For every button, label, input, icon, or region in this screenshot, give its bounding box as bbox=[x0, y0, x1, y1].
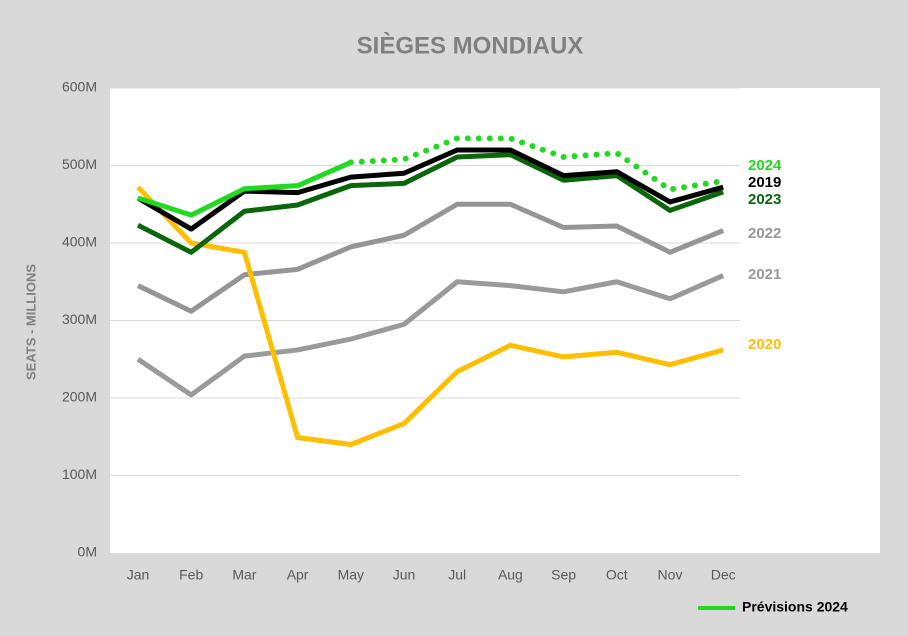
x-tick-label: Apr bbox=[287, 567, 309, 583]
y-tick-label: 400M bbox=[62, 234, 97, 250]
series-line bbox=[347, 135, 727, 193]
x-tick-label: Feb bbox=[179, 567, 203, 583]
x-tick-label: Jun bbox=[393, 567, 416, 583]
y-tick-label: 200M bbox=[62, 389, 97, 405]
series-end-label: 2024 bbox=[748, 157, 782, 174]
series-line bbox=[136, 201, 725, 314]
y-tick-label: 300M bbox=[62, 311, 97, 327]
x-tick-label: Jul bbox=[448, 567, 466, 583]
series-end-label: 2020 bbox=[748, 336, 781, 353]
x-tick-label: Mar bbox=[232, 567, 256, 583]
series-line bbox=[136, 185, 724, 447]
x-tick-label: Oct bbox=[606, 567, 628, 583]
y-tick-label: 0M bbox=[78, 544, 97, 560]
series-end-label: 2019 bbox=[748, 174, 781, 191]
x-tick-label: Nov bbox=[658, 567, 683, 583]
y-tick-label: 500M bbox=[62, 156, 97, 172]
x-tick-label: Aug bbox=[498, 567, 523, 583]
series-end-label: 2023 bbox=[748, 191, 781, 208]
chart-title: SIÈGES MONDIAUX bbox=[357, 31, 584, 59]
y-axis-label: SEATS - MILLIONS bbox=[23, 264, 38, 380]
series-end-label: 2022 bbox=[748, 225, 781, 242]
y-tick-label: 600M bbox=[62, 79, 97, 95]
x-tick-label: Jan bbox=[127, 567, 150, 583]
y-tick-label: 100M bbox=[62, 466, 97, 482]
legend-label: Prévisions 2024 bbox=[742, 599, 848, 615]
x-tick-label: Dec bbox=[711, 567, 736, 583]
series-line bbox=[136, 152, 725, 255]
series-line bbox=[136, 147, 724, 232]
x-tick-label: May bbox=[338, 567, 364, 583]
series-line bbox=[137, 160, 352, 218]
series-line bbox=[136, 273, 725, 398]
series-end-label: 2021 bbox=[748, 266, 781, 283]
x-tick-label: Sep bbox=[551, 567, 576, 583]
